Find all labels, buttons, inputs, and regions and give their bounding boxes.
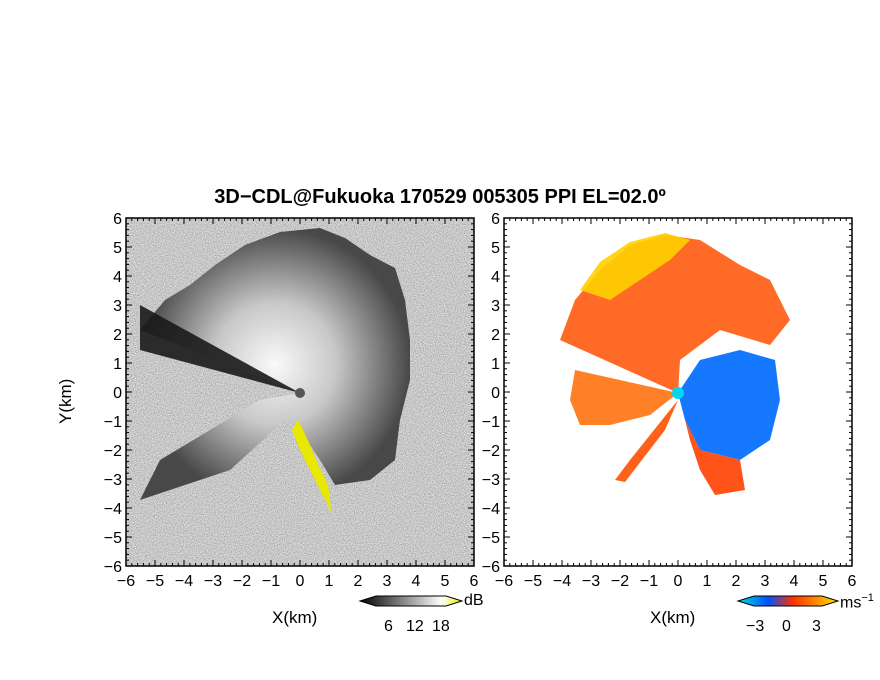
velocity-yellow-fringe bbox=[580, 233, 690, 300]
x-axis-label-right: X(km) bbox=[650, 608, 696, 627]
axes-left: −6 −5 −4 −3 −2 −1 0 1 2 3 4 5 6 6 5 4 3 2 1 0 −1 −2 −3 −4 −5 −6 bbox=[104, 211, 479, 590]
velocity-west-lobe bbox=[570, 370, 678, 425]
y-tick-label: −4 bbox=[482, 501, 500, 518]
y-tick-label: 3 bbox=[113, 298, 122, 315]
colorbar-dB bbox=[358, 595, 464, 607]
x-tick-label: −5 bbox=[146, 573, 164, 590]
y-tick-label: −5 bbox=[104, 530, 122, 547]
y-tick-label: 1 bbox=[491, 356, 500, 373]
x-tick-label: 2 bbox=[354, 573, 363, 590]
x-tick-label: 1 bbox=[703, 573, 712, 590]
colorbar-tick-dB: 6 bbox=[384, 618, 393, 635]
colorbar-unit-exponent: −1 bbox=[861, 592, 874, 604]
x-tick-label: −5 bbox=[524, 573, 542, 590]
colorbar-tick-velocity: 3 bbox=[812, 618, 821, 635]
colorbar-tick-dB: 12 bbox=[406, 618, 424, 635]
y-tick-label: 2 bbox=[491, 327, 500, 344]
y-tick-label: −6 bbox=[104, 559, 122, 576]
colorbar-tick-velocity: 0 bbox=[782, 618, 791, 635]
y-tick-label: −3 bbox=[482, 472, 500, 489]
radar-site-marker bbox=[295, 388, 305, 398]
x-tick-label: 4 bbox=[790, 573, 799, 590]
x-tick-label: −4 bbox=[553, 573, 571, 590]
reflectivity-panel bbox=[126, 218, 474, 566]
x-tick-label: 3 bbox=[383, 573, 392, 590]
colorbar-tick-velocity: −3 bbox=[746, 618, 765, 635]
y-tick-label: 6 bbox=[113, 211, 122, 228]
y-tick-label: 4 bbox=[491, 269, 500, 286]
velocity-panel bbox=[504, 218, 852, 566]
x-tick-label: −2 bbox=[233, 573, 251, 590]
x-tick-label: 5 bbox=[441, 573, 450, 590]
y-tick-label: 4 bbox=[113, 269, 122, 286]
y-tick-label: −4 bbox=[104, 501, 122, 518]
velocity-sw-lobe bbox=[615, 400, 678, 482]
y-tick-label: 5 bbox=[113, 240, 122, 257]
blocked-sector bbox=[140, 305, 300, 393]
strong-echo-band bbox=[292, 420, 332, 515]
x-tick-label: −2 bbox=[611, 573, 629, 590]
y-axis-label: Y(km) bbox=[56, 378, 75, 424]
x-tick-label: −6 bbox=[495, 573, 513, 590]
axes-right: −6 −5 −4 −3 −2 −1 0 1 2 3 4 5 6 6 5 4 3 2 1 0 −1 −2 −3 −4 −5 −6 bbox=[482, 211, 857, 590]
colorbar-tick-dB: 18 bbox=[432, 618, 450, 635]
velocity-receding-region bbox=[678, 350, 780, 460]
x-tick-label: 1 bbox=[325, 573, 334, 590]
y-tick-label: 5 bbox=[491, 240, 500, 257]
x-tick-label: 3 bbox=[761, 573, 770, 590]
x-tick-label: −1 bbox=[262, 573, 280, 590]
y-tick-label: −2 bbox=[104, 443, 122, 460]
y-tick-label: −1 bbox=[104, 414, 122, 431]
radar-site-marker-velocity bbox=[672, 387, 684, 399]
x-axis-label-left: X(km) bbox=[272, 608, 318, 627]
x-tick-label: 0 bbox=[296, 573, 305, 590]
y-tick-label: 3 bbox=[491, 298, 500, 315]
x-tick-label: −3 bbox=[582, 573, 600, 590]
colorbar-unit-base: ms bbox=[840, 594, 862, 612]
x-tick-label: 5 bbox=[819, 573, 828, 590]
x-tick-label: 4 bbox=[412, 573, 421, 590]
y-tick-label: −5 bbox=[482, 530, 500, 547]
colorbar-unit-velocity: ms−1 bbox=[840, 592, 874, 612]
y-tick-label: −1 bbox=[482, 414, 500, 431]
chart-title: 3D−CDL@Fukuoka 170529 005305 PPI EL=02.0… bbox=[214, 186, 666, 208]
velocity-south-lobe bbox=[685, 420, 745, 495]
y-tick-label: 6 bbox=[491, 211, 500, 228]
x-tick-label: −6 bbox=[117, 573, 135, 590]
x-tick-label: −4 bbox=[175, 573, 193, 590]
y-tick-label: −6 bbox=[482, 559, 500, 576]
y-tick-label: 2 bbox=[113, 327, 122, 344]
x-tick-label: 2 bbox=[732, 573, 741, 590]
x-tick-label: −3 bbox=[204, 573, 222, 590]
x-tick-label: 0 bbox=[674, 573, 683, 590]
x-tick-label: 6 bbox=[470, 573, 479, 590]
colorbar-unit-dB: dB bbox=[464, 592, 484, 609]
y-tick-label: 0 bbox=[491, 385, 500, 402]
y-tick-label: −2 bbox=[482, 443, 500, 460]
y-tick-label: −3 bbox=[104, 472, 122, 489]
x-tick-label: −1 bbox=[640, 573, 658, 590]
x-tick-label: 6 bbox=[848, 573, 857, 590]
y-tick-label: 1 bbox=[113, 356, 122, 373]
colorbar-velocity bbox=[736, 595, 840, 607]
echo-region bbox=[140, 228, 410, 500]
y-tick-label: 0 bbox=[113, 385, 122, 402]
